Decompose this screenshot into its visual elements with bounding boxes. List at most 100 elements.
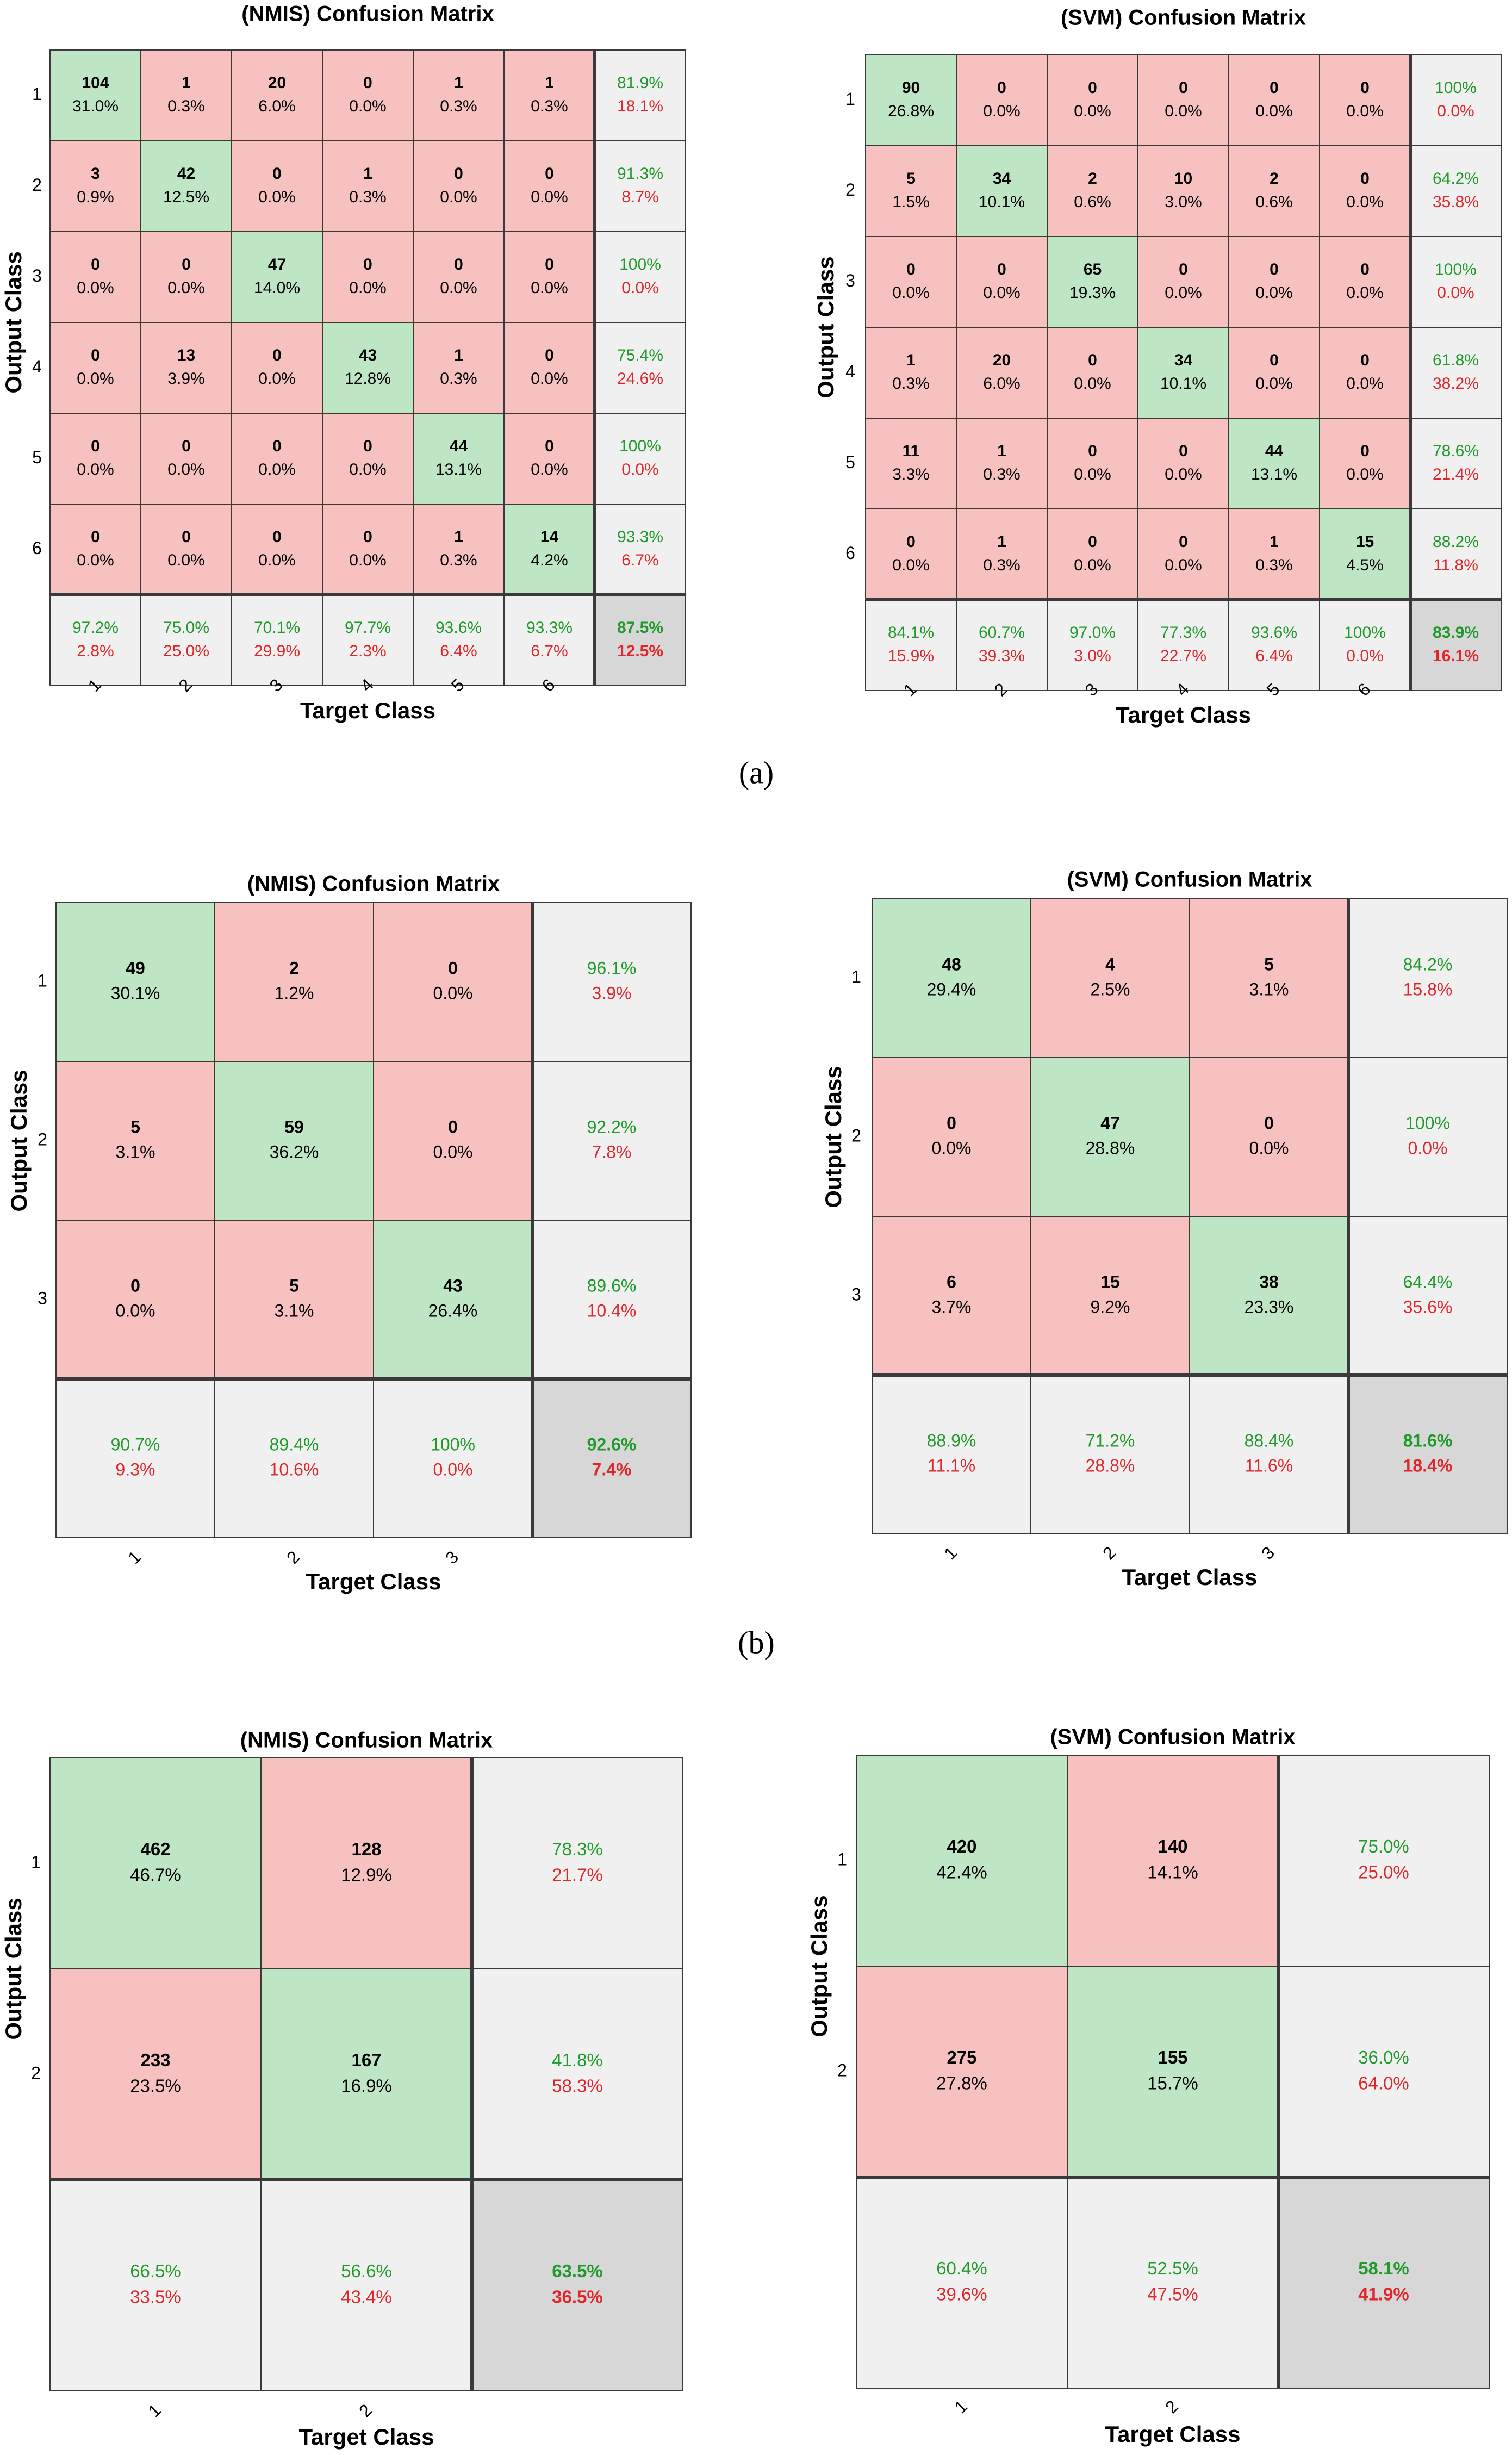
confusion-matrix-4: 48 29.4% 4 2.5% 5 3.1% 84.2% 15.8% 0 0.0% 47 28.8% 0… bbox=[820, 868, 1508, 1590]
row-precision: 91.3% bbox=[617, 165, 663, 183]
row-error: 35.8% bbox=[1433, 193, 1479, 211]
row-precision: 100% bbox=[619, 256, 661, 274]
misclassified-cell bbox=[1319, 54, 1411, 146]
column-summary-cell bbox=[1067, 2177, 1279, 2389]
misclassified-cell bbox=[231, 49, 323, 141]
cell-count: 0 bbox=[1270, 79, 1279, 97]
column-recall: 97.7% bbox=[345, 619, 391, 637]
misclassified-cell bbox=[322, 413, 414, 505]
cell-percent: 10.1% bbox=[1160, 375, 1206, 393]
misclassified-cell bbox=[856, 1966, 1068, 2178]
misclassified-cell bbox=[413, 231, 505, 323]
row-error: 7.8% bbox=[592, 1142, 632, 1161]
cell-count: 0 bbox=[545, 165, 554, 183]
column-error: 33.5% bbox=[130, 2286, 181, 2307]
overall-error: 36.5% bbox=[552, 2286, 603, 2307]
row-error: 38.2% bbox=[1433, 375, 1479, 393]
misclassified-cell bbox=[55, 1061, 215, 1221]
chart-title: (NMIS) Confusion Matrix bbox=[240, 1729, 493, 1752]
misclassified-cell bbox=[413, 322, 505, 414]
cell-percent: 0.0% bbox=[440, 279, 477, 297]
cell-count: 1 bbox=[1270, 533, 1279, 551]
y-tick-label: 4 bbox=[845, 362, 855, 381]
cell-count: 5 bbox=[906, 170, 916, 188]
cell-percent: 0.0% bbox=[77, 279, 114, 297]
y-axis-label: Output Class bbox=[1, 251, 26, 393]
misclassified-cell bbox=[413, 504, 505, 595]
cell-percent: 3.3% bbox=[892, 465, 929, 483]
cell-percent: 23.3% bbox=[1245, 1297, 1294, 1316]
column-error: 43.4% bbox=[341, 2286, 392, 2307]
confusion-matrix-3: 49 30.1% 2 1.2% 0 0.0% 96.1% 3.9% 5 3.1% 59 36.2% 0 0… bbox=[6, 872, 692, 1594]
misclassified-cell bbox=[413, 49, 505, 141]
column-error: 6.4% bbox=[440, 642, 477, 660]
correct-cell bbox=[260, 1968, 472, 2180]
cell-count: 47 bbox=[268, 256, 286, 274]
confusion-matrix-2: 90 26.8% 0 0.0% 0 0.0% 0 0.0% 0 0.0% 0 0.0% 100% 0.0%… bbox=[813, 6, 1502, 728]
row-precision: 64.4% bbox=[1403, 1272, 1453, 1291]
row-error: 8.7% bbox=[621, 188, 658, 206]
correct-cell bbox=[1189, 1216, 1349, 1376]
misclassified-cell bbox=[865, 418, 957, 509]
cell-percent: 0.0% bbox=[1074, 556, 1111, 574]
correct-cell bbox=[214, 1061, 374, 1221]
column-error: 10.6% bbox=[270, 1459, 319, 1479]
column-recall: 88.9% bbox=[927, 1431, 976, 1450]
cell-percent: 19.3% bbox=[1069, 284, 1116, 302]
misclassified-cell bbox=[1137, 508, 1229, 600]
cell-count: 43 bbox=[359, 346, 377, 364]
cell-count: 13 bbox=[177, 346, 195, 364]
row-precision: 78.6% bbox=[1433, 442, 1479, 460]
row-precision: 89.6% bbox=[587, 1276, 637, 1295]
misclassified-cell bbox=[1189, 898, 1349, 1058]
x-tick-label: 2 bbox=[283, 1547, 303, 1568]
correct-cell bbox=[413, 413, 505, 505]
misclassified-cell bbox=[956, 327, 1048, 419]
cell-percent: 30.1% bbox=[111, 983, 160, 1003]
cell-count: 233 bbox=[140, 2050, 170, 2070]
cell-count: 0 bbox=[906, 533, 916, 551]
cell-count: 0 bbox=[1270, 351, 1279, 369]
cell-count: 0 bbox=[91, 346, 100, 364]
cell-count: 0 bbox=[545, 256, 554, 274]
cell-count: 47 bbox=[1100, 1113, 1120, 1133]
column-error: 28.8% bbox=[1086, 1456, 1135, 1475]
row-precision: 88.2% bbox=[1433, 533, 1479, 551]
misclassified-cell bbox=[872, 1057, 1031, 1217]
cell-percent: 0.0% bbox=[1346, 102, 1383, 120]
row-error: 10.4% bbox=[587, 1301, 637, 1320]
overall-accuracy-cell bbox=[594, 594, 686, 686]
cell-percent: 31.0% bbox=[72, 97, 119, 115]
y-tick-label: 2 bbox=[845, 180, 855, 200]
row-error: 0.0% bbox=[1408, 1138, 1448, 1158]
correct-cell bbox=[503, 504, 595, 595]
column-summary-cell bbox=[1319, 599, 1411, 691]
cell-percent: 0.0% bbox=[258, 551, 295, 569]
misclassified-cell bbox=[1137, 54, 1229, 146]
overall-error: 16.1% bbox=[1433, 647, 1479, 665]
y-axis-label: Output Class bbox=[1, 1898, 26, 2040]
misclassified-cell bbox=[49, 231, 141, 323]
x-tick-label: 2 bbox=[1161, 2396, 1182, 2417]
y-tick-label: 1 bbox=[38, 971, 47, 990]
cell-percent: 29.4% bbox=[927, 979, 976, 999]
cell-percent: 1.2% bbox=[275, 983, 314, 1003]
row-precision: 92.2% bbox=[587, 1117, 637, 1136]
row-error: 18.1% bbox=[617, 97, 663, 115]
y-tick-label: 1 bbox=[845, 89, 855, 109]
cell-percent: 36.2% bbox=[270, 1142, 319, 1161]
misclassified-cell bbox=[231, 322, 323, 414]
correct-cell bbox=[49, 49, 141, 141]
cell-percent: 0.3% bbox=[1255, 556, 1292, 574]
misclassified-cell bbox=[1189, 1057, 1349, 1217]
correct-cell bbox=[373, 1220, 533, 1379]
correct-cell bbox=[856, 1755, 1068, 1967]
cell-count: 0 bbox=[947, 1113, 956, 1133]
x-tick-label: 1 bbox=[950, 2396, 971, 2417]
column-error: 3.0% bbox=[1074, 647, 1111, 665]
row-error: 0.0% bbox=[1437, 102, 1474, 120]
cell-count: 49 bbox=[126, 958, 145, 978]
cell-percent: 0.0% bbox=[1165, 284, 1202, 302]
row-error: 64.0% bbox=[1358, 2073, 1409, 2093]
